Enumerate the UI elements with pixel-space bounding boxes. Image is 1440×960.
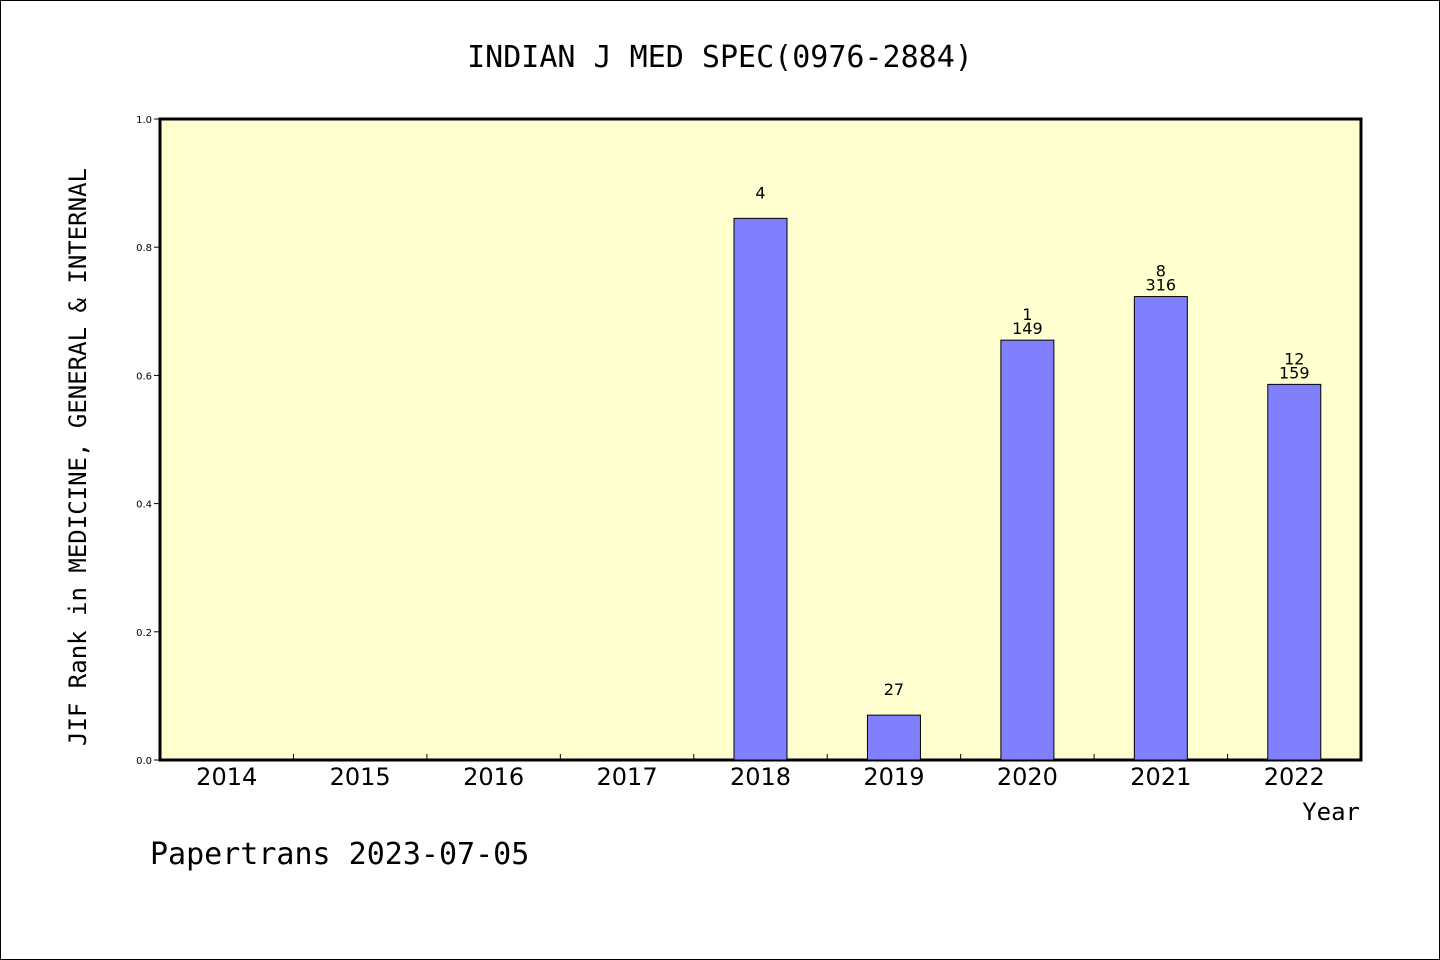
x-tick-label: 2020: [997, 763, 1058, 791]
footer-watermark: Papertrans 2023-07-05: [150, 837, 529, 872]
y-axis: 0.0 0.2 0.4 0.6 0.8 1.0: [136, 115, 160, 767]
y-tick-label: 1.0: [136, 115, 152, 126]
y-axis-label: JIF Rank in MEDICINE, GENERAL & INTERNAL: [64, 168, 92, 746]
x-tick-label: 2019: [863, 763, 924, 791]
x-tick-label: 2014: [196, 763, 257, 791]
x-tick-label: 2017: [597, 763, 658, 791]
data-label: 27: [884, 680, 904, 699]
bar: [866, 714, 921, 761]
data-label: 316: [1146, 276, 1177, 295]
data-label: 8: [1156, 262, 1166, 281]
y-tick-label: 0.6: [136, 371, 152, 382]
y-tick-label: 0.2: [136, 628, 152, 639]
bar: [1133, 296, 1188, 761]
data-label: 12: [1284, 349, 1304, 368]
x-axis: 2014 2015 2016 2017 2018 2019 2020 2021 2022: [196, 754, 1325, 791]
bar: [733, 217, 788, 761]
x-tick-label: 2015: [330, 763, 391, 791]
y-tick-label: 0.8: [136, 243, 152, 254]
x-axis-label: Year: [1302, 798, 1360, 826]
chart-title: INDIAN J MED SPEC(0976-2884): [467, 40, 973, 75]
data-label: 4: [755, 183, 765, 202]
y-tick-label: 0.0: [136, 756, 152, 767]
data-label: 149: [1012, 319, 1043, 338]
data-label: 1: [1022, 305, 1032, 324]
bar: [1000, 339, 1055, 761]
x-tick-label: 2021: [1130, 763, 1191, 791]
x-tick-label: 2022: [1264, 763, 1325, 791]
bars: [733, 217, 1322, 761]
x-tick-label: 2018: [730, 763, 791, 791]
data-label: 159: [1279, 363, 1310, 382]
y-tick-label: 0.4: [136, 500, 152, 511]
x-tick-label: 2016: [463, 763, 524, 791]
bar: [1267, 383, 1322, 761]
